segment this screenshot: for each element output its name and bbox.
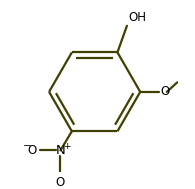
Text: O: O: [28, 144, 37, 157]
Text: +: +: [63, 142, 70, 151]
Text: −: −: [23, 141, 32, 151]
Text: N: N: [56, 144, 65, 157]
Text: OH: OH: [129, 11, 147, 24]
Text: O: O: [56, 176, 65, 189]
Text: O: O: [160, 85, 169, 98]
